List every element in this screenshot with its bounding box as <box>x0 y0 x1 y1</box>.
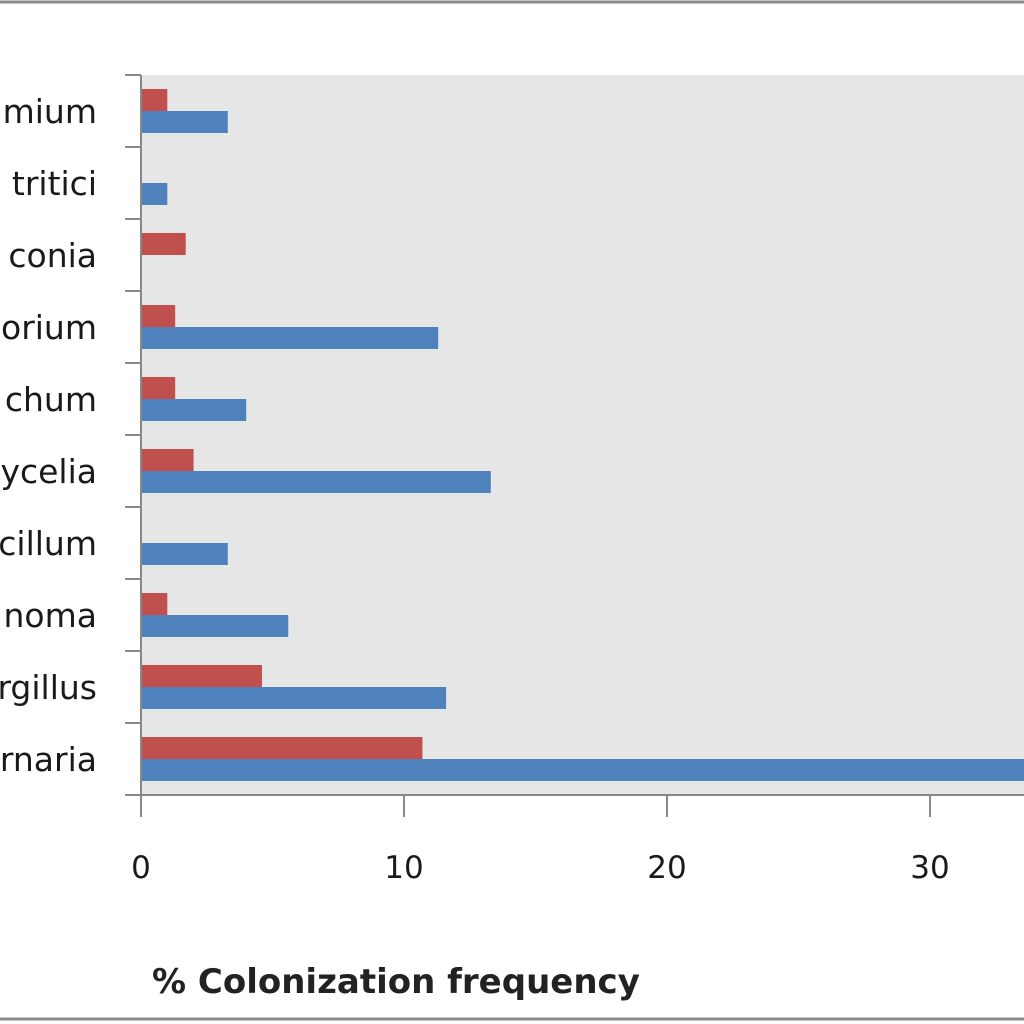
category-label-cillum: cillum <box>0 524 97 563</box>
axes <box>125 74 1024 817</box>
category-label-chum: chum <box>5 380 97 419</box>
x-tick-label: 20 <box>647 850 686 886</box>
x-tick-labels: 0 10 20 30 <box>131 850 950 886</box>
category-label-noma: noma <box>4 596 97 635</box>
bar-blue-mium <box>141 111 228 133</box>
category-label-orium: orium <box>1 308 97 347</box>
bar-red-chum <box>141 377 176 399</box>
bar-red-orium <box>141 305 176 327</box>
plot-area <box>141 75 1024 795</box>
bar-red-mium <box>141 89 168 111</box>
bar-red-ycelia <box>141 449 194 471</box>
category-label-conia: conia <box>8 236 97 275</box>
bar-blue-chum <box>141 399 247 421</box>
category-label-mium: mium <box>3 92 97 131</box>
category-label-ycelia: ycelia <box>0 452 97 491</box>
bar-blue-noma <box>141 615 289 637</box>
bar-blue-rgillus <box>141 687 447 709</box>
category-label-rgillus: rgillus <box>0 668 97 707</box>
bar-red-noma <box>141 593 168 615</box>
x-tick-label: 30 <box>910 850 949 886</box>
bar-blue-cillum <box>141 543 228 565</box>
bars <box>141 89 1024 781</box>
category-label-rnaria: rnaria <box>0 740 97 779</box>
category-labels: rnaria rgillus noma cillum ycelia chum orium co… <box>0 92 97 779</box>
x-axis-label: % Colonization frequency <box>152 962 640 1002</box>
bar-blue-tritici <box>141 183 168 205</box>
bar-blue-ycelia <box>141 471 491 493</box>
bar-blue-rnaria <box>141 759 1024 781</box>
bar-red-rnaria <box>141 737 423 759</box>
bar-red-conia <box>141 233 186 255</box>
bar-red-rgillus <box>141 665 262 687</box>
category-label-tritici: tritici <box>12 164 97 203</box>
x-tick-label: 10 <box>384 850 423 886</box>
x-tick-label: 0 <box>131 850 151 886</box>
bar-blue-orium <box>141 327 439 349</box>
